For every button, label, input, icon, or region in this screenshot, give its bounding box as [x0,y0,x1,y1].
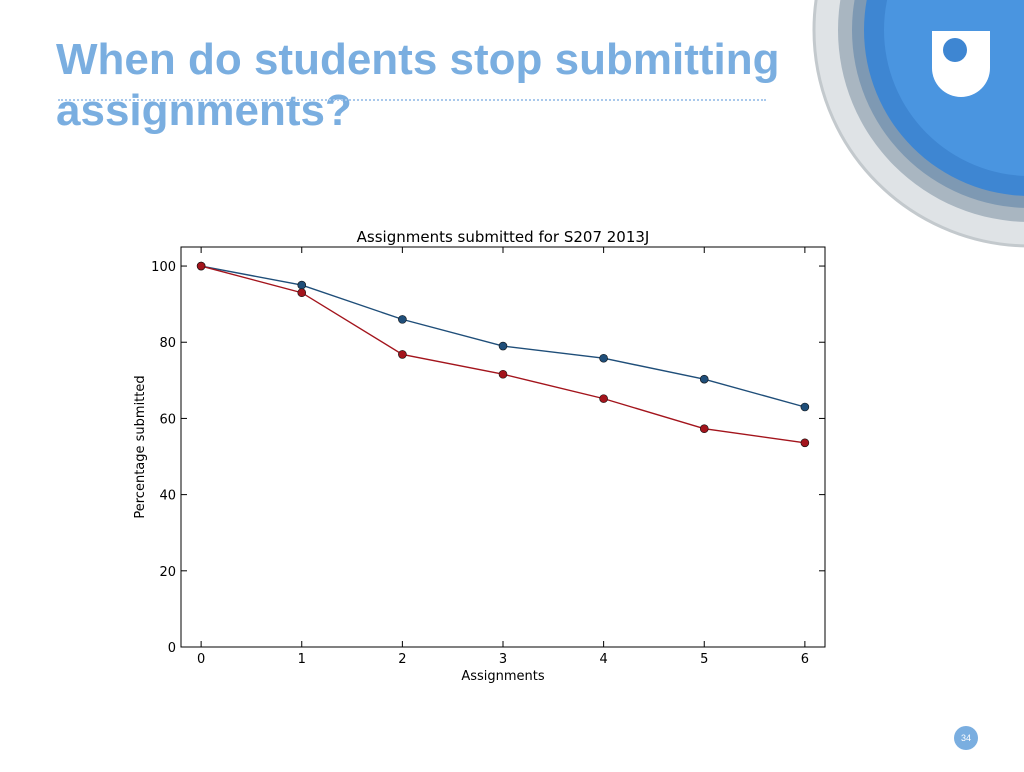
data-point [398,350,407,359]
y-tick-label: 80 [159,336,176,351]
x-tick-label: 0 [197,652,205,667]
data-point [297,288,307,298]
y-tick-label: 60 [159,412,176,427]
x-tick-label: 5 [700,652,708,667]
x-tick-label: 6 [801,652,809,667]
data-point [800,438,810,448]
y-tick-label: 100 [151,260,176,275]
y-tick-label: 0 [168,641,176,656]
series-layer [196,261,810,448]
data-point [398,315,407,324]
series-line-2 [200,265,805,444]
data-point [800,402,810,412]
y-tick-label: 40 [159,489,176,504]
page-number-badge: 34 [954,726,978,750]
chart-title: Assignments submitted for S207 2013J [357,228,650,246]
data-point [498,369,508,379]
data-point [599,394,608,403]
series-line-1 [200,265,806,408]
data-point [196,261,206,271]
data-point [699,424,709,434]
x-tick-label: 4 [599,652,607,667]
data-point [498,341,508,351]
x-axis-label: Assignments [461,669,545,684]
x-tick-label: 2 [398,652,406,667]
title-divider [58,99,766,101]
y-tick-label: 20 [159,565,176,580]
data-point [699,374,709,384]
data-point [599,353,608,363]
data-point [297,280,307,290]
y-axis-label: Percentage submitted [133,375,148,518]
plot-frame [180,246,826,648]
x-tick-label: 3 [499,652,507,667]
slide-title: When do students stop submitting assignm… [56,35,780,135]
x-tick-label: 1 [298,652,306,667]
